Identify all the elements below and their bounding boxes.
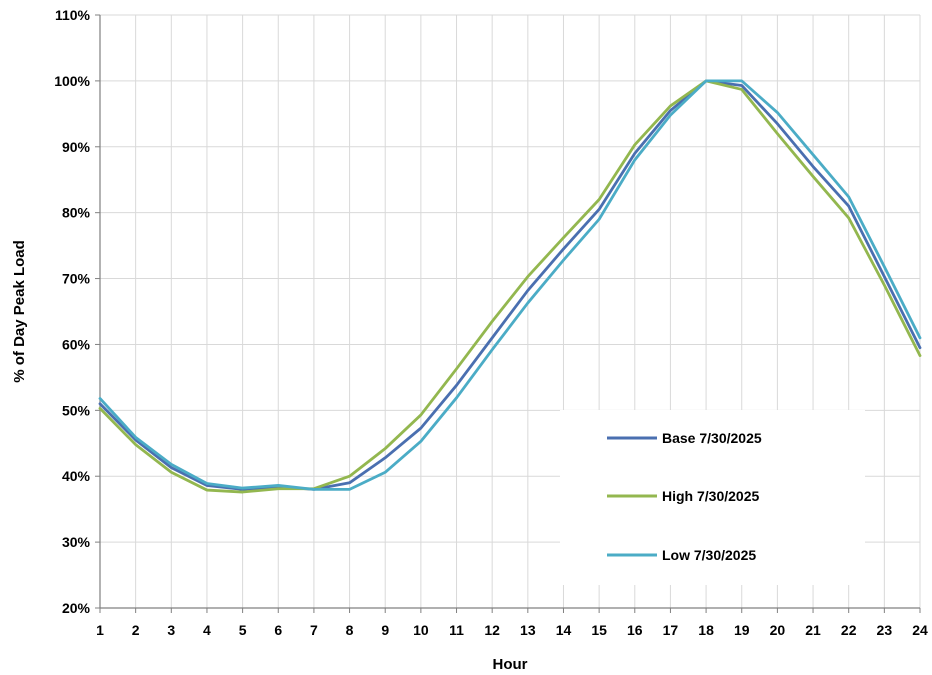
series-line-3: [98, 79, 922, 491]
x-tick-label: 21: [805, 622, 821, 638]
x-tick-label: 6: [274, 622, 282, 638]
x-tick-label: 17: [663, 622, 679, 638]
y-tick-label: 90%: [62, 139, 91, 155]
y-tick-label: 30%: [62, 534, 91, 550]
x-tick-label: 14: [556, 622, 572, 638]
legend-label-2: High 7/30/2025: [662, 488, 759, 504]
x-tick-label: 19: [734, 622, 750, 638]
y-tick-label: 70%: [62, 271, 91, 287]
legend: Base 7/30/2025 High 7/30/2025 Low 7/30/202…: [560, 410, 865, 585]
y-axis-title: % of Day Peak Load: [11, 240, 28, 383]
x-tick-label: 2: [132, 622, 140, 638]
x-tick-labels: 1 2 3 4 5 6 7 8 9 10 11 12 13 14 15 16 17 18 19 20 21 22 23 24: [96, 622, 928, 638]
x-tick-label: 18: [698, 622, 714, 638]
x-tick-label: 3: [167, 622, 175, 638]
x-tick-label: 9: [381, 622, 389, 638]
x-tick-label: 8: [346, 622, 354, 638]
x-tick-label: 24: [912, 622, 928, 638]
x-tick-label: 4: [203, 622, 211, 638]
x-tick-label: 1: [96, 622, 104, 638]
y-tick-label: 100%: [54, 73, 90, 89]
legend-label-3: Low 7/30/2025: [662, 547, 756, 563]
x-tick-label: 22: [841, 622, 857, 638]
x-tick-label: 7: [310, 622, 318, 638]
y-tick-label: 50%: [62, 402, 91, 418]
x-tick-label: 12: [484, 622, 500, 638]
x-tick-label: 23: [877, 622, 893, 638]
axes: [95, 14, 921, 613]
series-line-1: [98, 79, 922, 491]
y-tick-labels: 20% 30% 40% 50% 60% 70% 80% 90% 100% 110%: [54, 7, 90, 616]
x-tick-label: 10: [413, 622, 429, 638]
legend-label-1: Base 7/30/2025: [662, 430, 762, 446]
x-tick-label: 15: [591, 622, 607, 638]
series-line-2: [98, 79, 922, 494]
x-tick-label: 5: [239, 622, 247, 638]
y-tick-label: 110%: [55, 7, 91, 23]
x-tick-label: 11: [449, 622, 464, 638]
x-tick-label: 16: [627, 622, 643, 638]
y-tick-label: 60%: [62, 336, 91, 352]
y-tick-label: 20%: [62, 600, 91, 616]
series-lines: [98, 79, 922, 494]
y-tick-label: 80%: [62, 205, 91, 221]
y-tick-label: 40%: [62, 468, 91, 484]
x-tick-label: 20: [770, 622, 786, 638]
x-axis-title: Hour: [493, 656, 528, 673]
x-tick-label: 13: [520, 622, 536, 638]
